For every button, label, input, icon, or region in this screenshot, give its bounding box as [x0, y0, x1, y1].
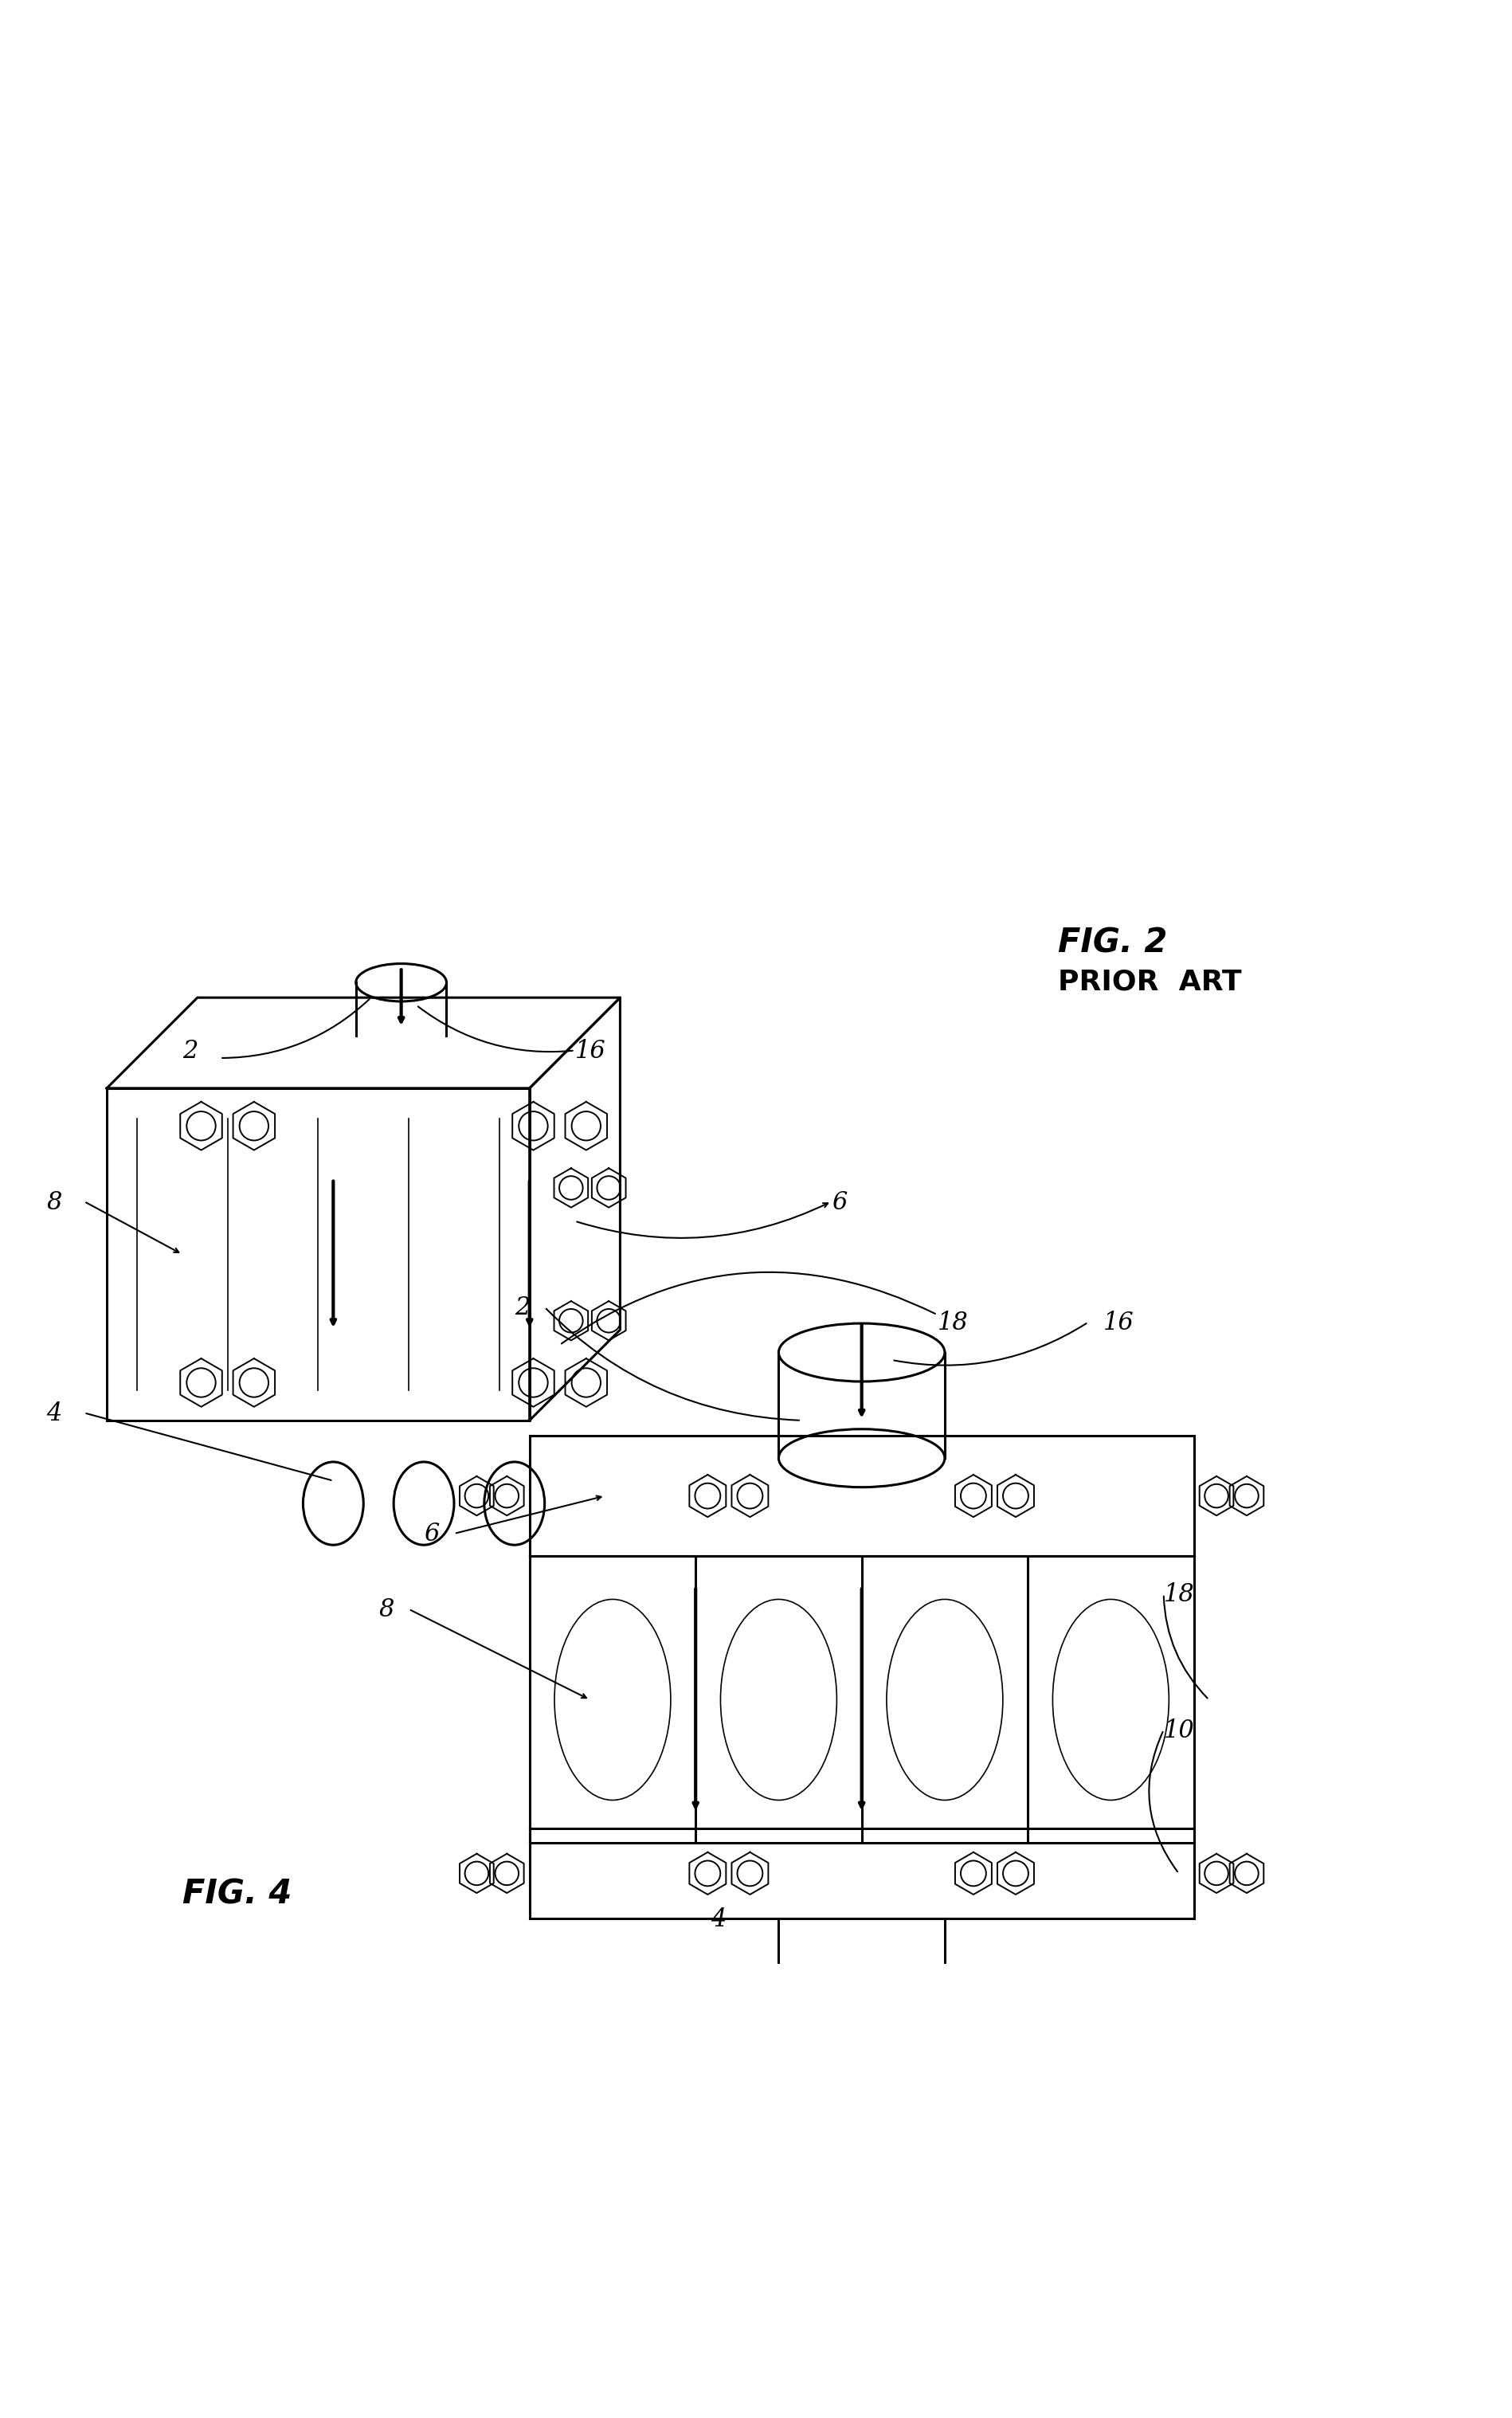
Text: PRIOR  ART: PRIOR ART: [1058, 970, 1241, 996]
Text: 16: 16: [1104, 1311, 1134, 1335]
Text: FIG. 4: FIG. 4: [183, 1876, 292, 1910]
Text: 16: 16: [575, 1040, 606, 1064]
Text: 10: 10: [1164, 1719, 1194, 1743]
Text: 4: 4: [47, 1402, 62, 1427]
Text: 6: 6: [423, 1521, 440, 1548]
Text: 8: 8: [47, 1190, 62, 1214]
Text: 8: 8: [378, 1598, 395, 1622]
Text: 2: 2: [183, 1040, 198, 1064]
Text: 4: 4: [711, 1908, 726, 1932]
Text: 18: 18: [937, 1311, 968, 1335]
Text: 6: 6: [832, 1190, 847, 1214]
Text: 18: 18: [1164, 1581, 1194, 1608]
Text: FIG. 2: FIG. 2: [1058, 926, 1167, 960]
Text: 2: 2: [514, 1296, 529, 1320]
